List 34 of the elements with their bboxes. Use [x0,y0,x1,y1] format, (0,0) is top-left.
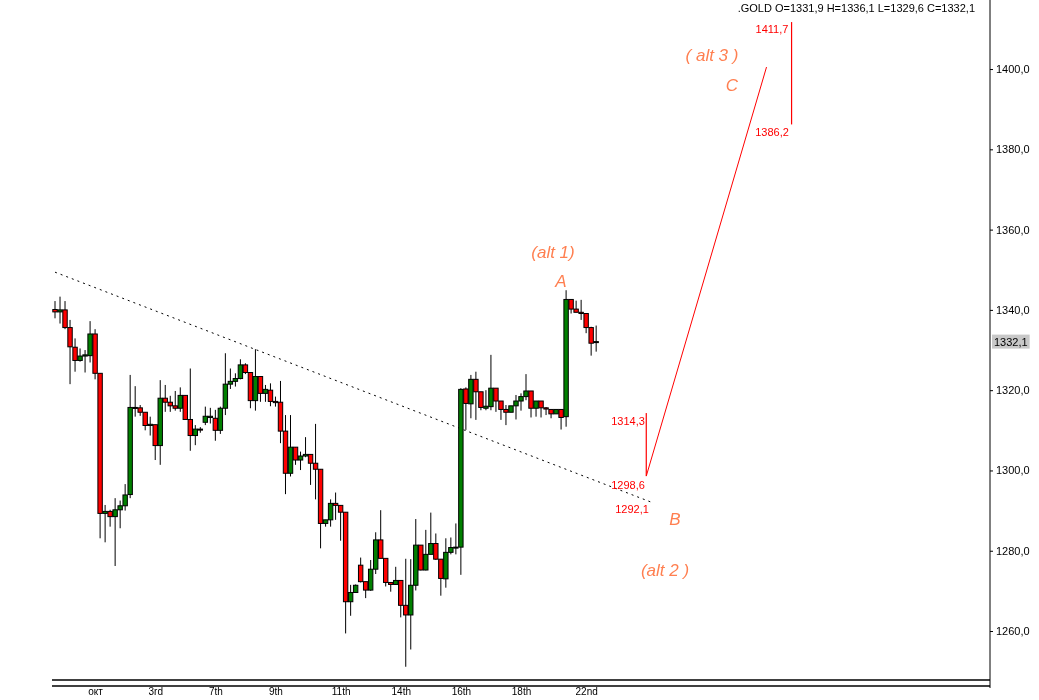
annotation: ( alt 3 ) [685,46,739,65]
annotation: 1298,6 [611,479,645,491]
candlestick [307,453,314,486]
x-tick-label: 16th [451,686,472,698]
x-tick-label: 9th [269,686,283,698]
annotation: C [725,76,739,95]
y-tick-label: 1380,0 [996,143,1030,156]
chart-title: .GOLD O=1331,9 H=1336,1 L=1329,6 C=1332,1 [737,2,975,14]
x-tick-label: 18th [511,686,532,698]
annotation: (alt 1) [531,243,575,262]
annotation: B [669,510,681,529]
candlestick [297,451,304,471]
y-tick-label: 1300,0 [996,464,1030,477]
annotation: 1411,7 [755,23,789,35]
x-tick-label: 7th [208,686,223,698]
y-tick-label: 1360,0 [996,223,1030,236]
annotation: 1332,1 [994,335,1028,348]
x-tick-label: 3rd [148,686,163,698]
y-tick-label: 1400,0 [996,63,1030,76]
annotation: 1314,3 [611,415,645,427]
y-tick-label: 1260,0 [996,625,1030,638]
x-tick-label: 14th [391,686,411,698]
y-tick-label: 1280,0 [996,544,1030,557]
annotation: (alt 2 ) [640,561,690,580]
annotation: A [554,272,567,291]
annotation: 1386,2 [755,126,789,138]
annotation: 1292,1 [615,503,649,515]
y-tick-label: 1340,0 [996,303,1030,316]
y-tick-label: 1320,0 [996,384,1030,397]
candlestick [332,492,339,521]
x-tick-label: окт [88,686,104,698]
x-tick-label: 22nd [575,686,598,698]
candlestick [52,300,58,319]
x-tick-label: 11th [331,686,351,698]
